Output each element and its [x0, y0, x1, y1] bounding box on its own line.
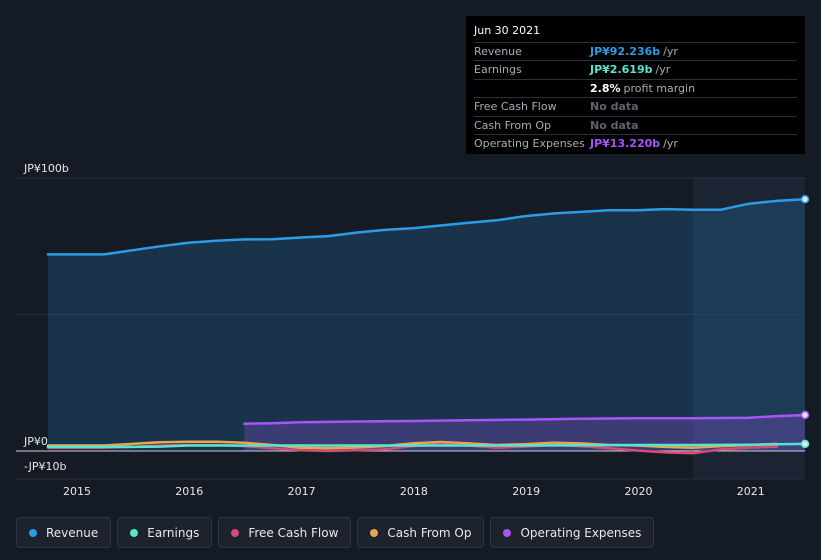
tooltip-row-value: JP¥13.220b	[590, 136, 661, 150]
series-line-revenue	[46, 198, 807, 256]
highlight-region	[692, 178, 805, 479]
legend-item-label: Free Cash Flow	[248, 525, 339, 540]
legend-item-label: Operating Expenses	[520, 525, 642, 540]
tooltip-row-label: Operating Expenses	[474, 136, 585, 150]
legend-dot-icon	[231, 528, 240, 537]
tooltip-rows: Revenue JP¥92.236b/yr Earnings JP¥2.619b/yr…	[474, 43, 797, 152]
tooltip-panel: Jun 30 2021 Revenue JP¥92.236b/yr Earnings…	[466, 16, 805, 154]
tooltip-row: Operating Expenses JP¥13.220b/yr	[474, 135, 797, 152]
tooltip-row-unit: /yr	[655, 63, 671, 77]
x-tick-label: 2018	[400, 485, 428, 498]
y-tick-label: JP¥0	[23, 435, 48, 448]
tooltip-row-label: Free Cash Flow	[474, 100, 557, 114]
tooltip-row-label: Cash From Op	[474, 118, 552, 132]
series-endpoint-earnings	[800, 439, 810, 449]
x-tick-label: 2016	[175, 485, 203, 498]
legend-dot-icon	[370, 528, 379, 537]
tooltip-row-label	[474, 80, 590, 97]
y-tick-label: -JP¥10b	[24, 460, 66, 473]
legend: Revenue Earnings Free Cash Flow Cash From O…	[16, 517, 655, 548]
tooltip-row-label: Earnings	[474, 63, 522, 77]
legend-item-operating-expenses[interactable]: Operating Expenses	[490, 517, 655, 548]
legend-item-revenue[interactable]: Revenue	[16, 517, 112, 548]
tooltip-row-value: JP¥92.236b	[590, 45, 661, 58]
tooltip-row-unit: /yr	[663, 136, 678, 150]
series-endpoint-operating-expenses	[800, 410, 810, 420]
series-area-operating-expenses	[244, 415, 806, 451]
tooltip-date: Jun 30 2021	[474, 22, 797, 43]
legend-dot-icon	[29, 528, 37, 537]
y-tick-label: JP¥100b	[23, 162, 69, 175]
tooltip-row: 2.8% profit margin	[474, 80, 797, 99]
legend-item-label: Revenue	[46, 525, 99, 540]
tooltip-row-label: Revenue	[474, 45, 522, 58]
legend-item-label: Cash From Op	[387, 525, 472, 540]
x-tick-label: 2021	[737, 485, 765, 498]
tooltip-row-value: No data	[590, 100, 639, 114]
x-tick-label: 2020	[625, 485, 653, 498]
series-endpoint-revenue	[800, 195, 810, 204]
tooltip-row-value: JP¥2.619b	[590, 63, 653, 77]
tooltip-row-unit: profit margin	[623, 81, 696, 95]
tooltip-row-unit: /yr	[663, 45, 678, 58]
series-area-revenue	[48, 199, 805, 451]
legend-item-label: Earnings	[147, 525, 200, 540]
legend-item-earnings[interactable]: Earnings	[117, 517, 213, 548]
series-line-cash-from-op	[46, 440, 779, 450]
legend-dot-icon	[130, 528, 139, 537]
series-line-operating-expenses	[243, 413, 807, 425]
tooltip-row: Free Cash Flow No data	[474, 98, 797, 117]
series-line-earnings	[46, 442, 807, 449]
x-tick-label: 2019	[512, 485, 540, 498]
tooltip-row: Earnings JP¥2.619b/yr	[474, 61, 797, 80]
tooltip-row-value: No data	[590, 118, 639, 132]
tooltip-row: Cash From Op No data	[474, 117, 797, 135]
legend-item-free-cash-flow[interactable]: Free Cash Flow	[218, 517, 352, 548]
x-tick-label: 2017	[288, 485, 316, 498]
legend-item-cash-from-op[interactable]: Cash From Op	[357, 517, 485, 548]
tooltip-row-value: 2.8%	[590, 81, 621, 95]
x-tick-label: 2015	[63, 485, 91, 498]
tooltip-row: Revenue JP¥92.236b/yr	[474, 43, 797, 62]
legend-dot-icon	[503, 528, 512, 537]
